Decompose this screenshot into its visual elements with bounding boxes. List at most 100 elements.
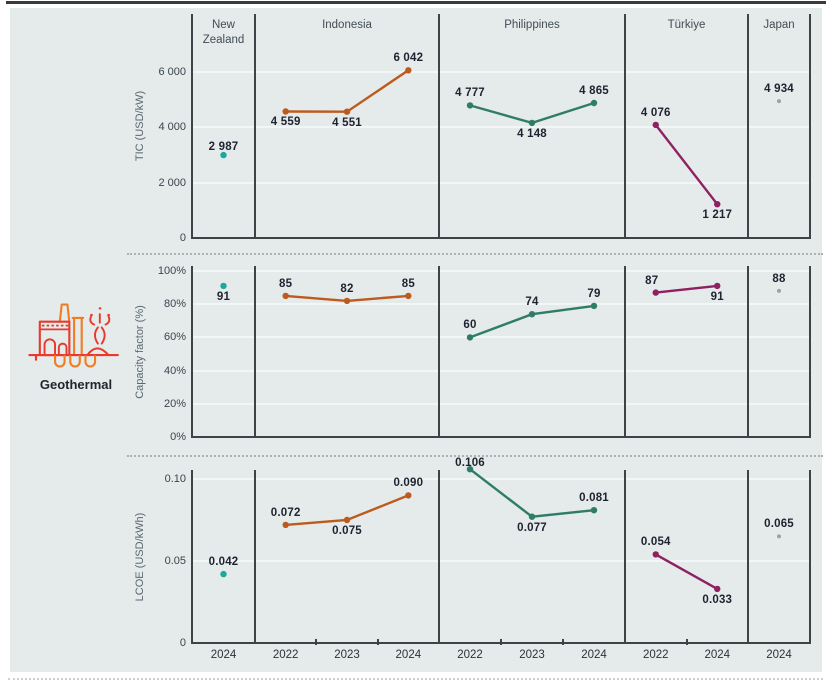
year-label: 2022 [642, 649, 669, 661]
data-point-label: 1 217 [702, 209, 733, 222]
y-tick-label: 0.05 [164, 555, 186, 567]
y-tick-label: 0% [170, 431, 186, 443]
grid-line [192, 270, 810, 272]
year-label: 2022 [272, 649, 299, 661]
column-divider [809, 14, 811, 238]
column-divider [254, 470, 256, 643]
column-divider [747, 266, 749, 437]
y-axis-title: TIC (USD/kW) [134, 90, 146, 162]
x-axis-tick [376, 639, 379, 645]
year-label: 2023 [519, 649, 545, 661]
x-axis-tick [685, 639, 688, 645]
data-point-label: 88 [772, 272, 786, 285]
year-label: 2022 [457, 649, 483, 661]
year-label: 2024 [766, 649, 792, 661]
y-tick-label: 20% [163, 397, 186, 410]
x-axis-line [191, 237, 811, 239]
x-axis-tick [315, 639, 318, 645]
y-axis-title: LCOE (USD/kWh) [134, 512, 146, 601]
column-divider [809, 266, 811, 437]
x-axis-tick [562, 639, 564, 645]
country-header: Türkiye [667, 19, 706, 31]
column-divider [191, 470, 193, 643]
column-divider [624, 14, 626, 238]
data-point-label: 0.077 [517, 521, 547, 534]
column-divider [438, 470, 440, 643]
data-point-label: 60 [463, 319, 477, 332]
data-point-label: 0.075 [332, 525, 362, 537]
year-label: 2024 [210, 649, 237, 661]
year-label: 2024 [704, 649, 731, 661]
year-label: 2024 [581, 649, 607, 661]
y-tick-label: 60% [163, 331, 186, 344]
row-label: Geothermal [39, 377, 113, 392]
data-point-label: 2 987 [208, 141, 239, 154]
panel-separator-dotted [127, 455, 823, 457]
data-point-label: 0.090 [393, 477, 424, 490]
data-point-label: 91 [216, 290, 231, 303]
data-point-label: 4 076 [640, 106, 671, 119]
data-point-label: 4 148 [517, 127, 547, 140]
data-point-label: 6 042 [393, 52, 424, 65]
column-divider [438, 14, 440, 238]
column-divider [809, 470, 811, 643]
year-label: 2023 [334, 649, 360, 661]
geothermal-icon-svg [28, 303, 119, 368]
column-divider [624, 266, 626, 437]
x-axis-tick [500, 639, 502, 645]
data-point-label: 79 [587, 287, 601, 300]
data-point-label: 82 [340, 282, 354, 295]
data-point-label: 4 559 [270, 116, 301, 129]
data-point-label: 0.033 [702, 593, 733, 606]
grid-line [192, 70, 810, 73]
column-divider [624, 470, 626, 643]
y-tick-label: 0.10 [164, 473, 186, 485]
column-divider [191, 266, 193, 437]
y-tick-label: 2 000 [158, 176, 186, 189]
data-point-label: 0.065 [764, 518, 794, 531]
data-point-label: 0.042 [208, 556, 239, 569]
figure-bottom-border [8, 678, 823, 680]
country-header: Philippines [504, 19, 560, 31]
grid-line [192, 369, 810, 372]
data-point-label: 87 [645, 274, 659, 287]
column-divider [254, 266, 256, 437]
grid-line [192, 336, 810, 339]
figure-top-border [6, 1, 826, 4]
data-point-label: 4 865 [579, 84, 609, 97]
data-point-label: 0.106 [455, 457, 485, 470]
y-axis-title: Capacity factor (%) [134, 304, 146, 399]
column-divider [254, 14, 256, 238]
y-tick-label: 4 000 [158, 121, 186, 133]
column-divider [747, 470, 749, 643]
y-tick-label: 100% [157, 265, 186, 277]
column-divider [438, 266, 440, 437]
geothermal-icon [26, 296, 126, 376]
country-header: Indonesia [322, 19, 372, 31]
grid-line [192, 181, 810, 184]
data-point-label: 4 551 [332, 116, 362, 129]
grid-line [192, 478, 810, 480]
data-point-label: 85 [279, 277, 293, 290]
x-axis-line [191, 436, 811, 438]
data-point-label: 0.081 [579, 492, 609, 505]
country-header: Japan [763, 19, 795, 31]
data-point-label: 4 934 [764, 83, 794, 96]
data-point-label: 0.054 [640, 536, 671, 549]
y-tick-label: 80% [163, 298, 186, 311]
column-divider [191, 14, 193, 238]
y-tick-label: 0 [179, 637, 186, 649]
grid-line [192, 402, 810, 405]
year-label: 2024 [395, 649, 422, 661]
y-tick-label: 40% [163, 364, 186, 377]
panel-separator-dotted [127, 253, 823, 255]
grid-line [192, 303, 810, 306]
country-header: New Zealand [202, 19, 245, 46]
y-tick-label: 6 000 [158, 65, 186, 78]
column-divider [747, 14, 749, 238]
data-point-label: 0.072 [270, 506, 301, 519]
grid-line [192, 126, 810, 128]
data-point-label: 4 777 [455, 87, 485, 100]
y-tick-label: 0 [179, 232, 186, 244]
